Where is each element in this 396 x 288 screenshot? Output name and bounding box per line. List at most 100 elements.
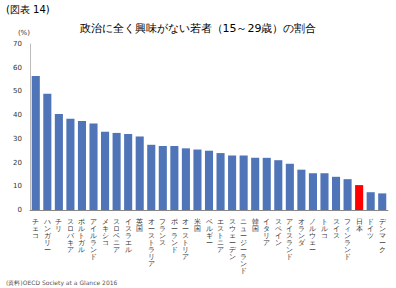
- svg-text:ー: ー: [44, 246, 51, 254]
- svg-text:ガ: ガ: [78, 238, 86, 247]
- svg-text:ス: ス: [182, 231, 190, 240]
- svg-text:国: 国: [136, 225, 143, 233]
- svg-text:ド: ド: [171, 246, 178, 254]
- svg-text:(資料)OECD Society at a Glance 2: (資料)OECD Society at a Glance 2016: [6, 279, 118, 287]
- svg-text:ポ: ポ: [78, 217, 86, 226]
- svg-text:ス: ス: [113, 217, 121, 226]
- svg-text:30: 30: [13, 135, 22, 143]
- svg-text:ス: ス: [333, 232, 340, 240]
- svg-text:リ: リ: [147, 252, 155, 261]
- svg-text:デ: デ: [228, 245, 236, 254]
- svg-text:ク: ク: [379, 246, 386, 254]
- svg-text:エ: エ: [124, 238, 132, 247]
- svg-text:ス: ス: [228, 217, 236, 226]
- svg-text:ニ: ニ: [240, 217, 248, 226]
- svg-text:オ: オ: [147, 217, 155, 226]
- svg-text:ロ: ロ: [66, 224, 74, 233]
- svg-text:0: 0: [18, 206, 22, 214]
- svg-text:ー: ー: [240, 231, 248, 240]
- svg-text:ラ: ラ: [124, 231, 132, 240]
- svg-text:バ: バ: [66, 231, 74, 240]
- svg-text:ダ: ダ: [298, 239, 306, 247]
- svg-text:ア: ア: [148, 260, 155, 268]
- svg-text:ポ: ポ: [170, 217, 178, 226]
- svg-text:シ: シ: [101, 231, 109, 240]
- svg-text:フ: フ: [159, 217, 167, 226]
- svg-text:ン: ン: [43, 224, 51, 233]
- svg-text:20: 20: [13, 159, 22, 167]
- svg-text:ア: ア: [113, 246, 120, 254]
- svg-text:40: 40: [13, 111, 22, 119]
- svg-text:国: 国: [252, 225, 259, 233]
- svg-text:コ: コ: [102, 239, 109, 247]
- svg-text:(図表 14): (図表 14): [6, 4, 50, 15]
- svg-text:リ: リ: [182, 245, 190, 254]
- svg-text:ラ: ラ: [159, 224, 167, 233]
- svg-text:ベ: ベ: [205, 217, 213, 226]
- svg-text:チ: チ: [55, 217, 63, 226]
- svg-text:イ: イ: [124, 217, 132, 226]
- svg-text:ト: ト: [78, 231, 86, 240]
- svg-text:ツ: ツ: [367, 232, 374, 240]
- svg-text:ル: ル: [205, 224, 213, 233]
- svg-text:ス: ス: [66, 217, 74, 226]
- svg-text:ジ: ジ: [240, 238, 248, 247]
- svg-text:国: 国: [194, 225, 201, 233]
- svg-text:リ: リ: [43, 238, 51, 247]
- svg-text:ド: ド: [90, 253, 97, 261]
- svg-text:コ: コ: [321, 232, 328, 240]
- svg-text:リ: リ: [55, 225, 62, 233]
- svg-text:ロ: ロ: [113, 224, 121, 233]
- svg-text:キ: キ: [66, 238, 74, 247]
- svg-text:ニ: ニ: [113, 238, 121, 247]
- svg-text:ド: ド: [240, 267, 247, 275]
- svg-text:ベ: ベ: [113, 231, 121, 240]
- svg-text:政治に全く興味がない若者（15～29歳）の割合: 政治に全く興味がない若者（15～29歳）の割合: [80, 22, 317, 35]
- svg-text:チ: チ: [32, 217, 40, 226]
- svg-text:ン: ン: [275, 239, 282, 247]
- svg-text:70: 70: [13, 40, 22, 48]
- svg-text:ル: ル: [125, 246, 132, 254]
- svg-text:ー: ー: [147, 224, 155, 233]
- svg-text:ラ: ラ: [170, 231, 178, 240]
- svg-text:ー: ー: [182, 224, 190, 233]
- svg-text:ア: ア: [217, 246, 224, 254]
- svg-text:10: 10: [13, 182, 22, 190]
- svg-text:ー: ー: [309, 246, 316, 254]
- svg-text:ェ: ェ: [32, 224, 40, 233]
- svg-text:ア: ア: [67, 246, 74, 254]
- svg-text:60: 60: [13, 64, 22, 72]
- svg-text:ス: ス: [147, 231, 155, 240]
- svg-text:ド: ド: [286, 253, 293, 261]
- svg-text:本: 本: [356, 225, 363, 233]
- svg-text:(%): (%): [18, 29, 30, 37]
- svg-text:ン: ン: [159, 231, 167, 240]
- svg-text:ガ: ガ: [43, 231, 51, 240]
- svg-text:ー: ー: [170, 224, 178, 233]
- svg-text:ル: ル: [78, 246, 85, 254]
- svg-text:ン: ン: [229, 253, 236, 261]
- svg-text:ト: ト: [147, 238, 155, 247]
- svg-text:ュ: ュ: [240, 224, 248, 233]
- svg-text:ト: ト: [182, 238, 190, 247]
- svg-text:コ: コ: [32, 232, 39, 240]
- svg-text:オ: オ: [182, 217, 190, 226]
- svg-text:ハ: ハ: [43, 217, 51, 226]
- svg-text:ラ: ラ: [147, 245, 155, 254]
- svg-text:ル: ル: [78, 224, 86, 233]
- svg-text:ス: ス: [159, 239, 166, 247]
- svg-text:ド: ド: [344, 253, 351, 261]
- svg-text:ェ: ェ: [228, 231, 236, 240]
- svg-text:キ: キ: [101, 224, 109, 233]
- svg-text:ー: ー: [206, 239, 213, 247]
- svg-text:ウ: ウ: [228, 224, 236, 233]
- svg-text:ン: ン: [170, 238, 178, 247]
- svg-text:50: 50: [13, 87, 22, 95]
- svg-text:ア: ア: [182, 253, 189, 261]
- svg-text:英: 英: [136, 217, 144, 226]
- svg-text:ス: ス: [124, 224, 132, 233]
- svg-text:ギ: ギ: [205, 231, 213, 240]
- svg-text:メ: メ: [101, 217, 109, 226]
- svg-text:ー: ー: [228, 238, 236, 247]
- svg-text:ア: ア: [263, 239, 270, 247]
